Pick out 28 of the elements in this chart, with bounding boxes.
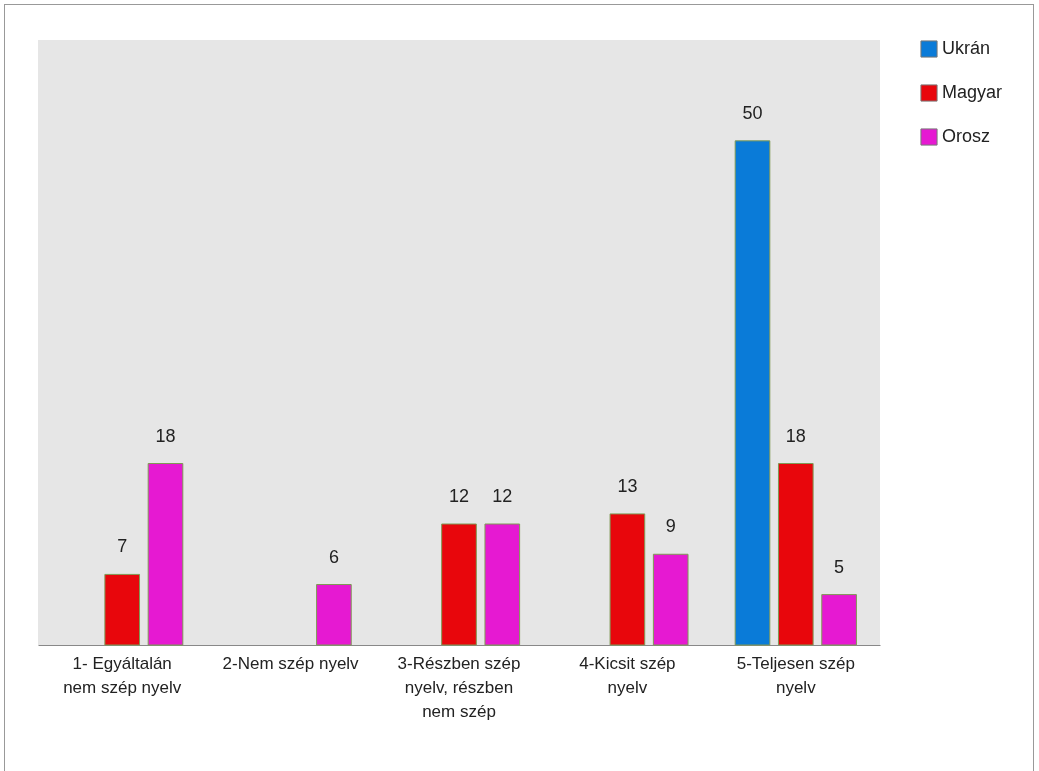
x-tick-label: 5-Teljesen szép nyelv bbox=[736, 653, 855, 697]
data-label: 9 bbox=[665, 516, 676, 537]
x-tick-label: 1- Egyáltalán nem szép nyelv bbox=[63, 653, 182, 697]
bar bbox=[652, 553, 689, 646]
bar bbox=[609, 513, 646, 646]
bar bbox=[484, 523, 521, 646]
x-tick-label: 4-Kicsit szép nyelv bbox=[579, 653, 676, 697]
data-label: 18 bbox=[155, 425, 176, 446]
bar bbox=[104, 573, 141, 646]
bar bbox=[777, 463, 814, 646]
bar bbox=[147, 463, 184, 646]
legend-label: Ukrán bbox=[942, 38, 991, 58]
bar bbox=[734, 140, 771, 646]
legend-label: Orosz bbox=[942, 126, 991, 146]
bar bbox=[316, 584, 352, 646]
bar bbox=[821, 594, 857, 646]
data-label: 7 bbox=[117, 536, 128, 557]
data-label: 18 bbox=[785, 425, 806, 446]
x-tick-label: 3-Részben szép nyelv, részben nem szép bbox=[397, 653, 521, 721]
data-label: 50 bbox=[742, 102, 763, 123]
bar bbox=[441, 523, 477, 646]
x-tick-label: 2-Nem szép nyelv bbox=[222, 653, 360, 673]
legend-label: Magyar bbox=[942, 82, 1003, 102]
data-label: 6 bbox=[328, 546, 339, 567]
data-label: 13 bbox=[617, 475, 638, 496]
data-label: 12 bbox=[448, 486, 470, 506]
data-label: 5 bbox=[834, 556, 845, 577]
data-label: 12 bbox=[492, 486, 513, 506]
